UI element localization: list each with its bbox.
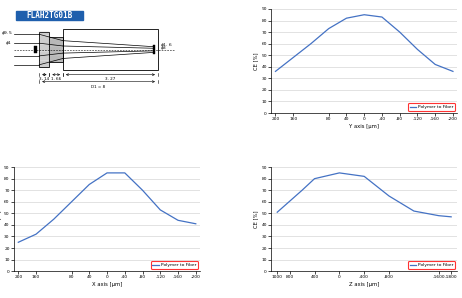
Text: $\phi$9.5: $\phi$9.5 <box>0 29 12 37</box>
Text: 3. 27: 3. 27 <box>105 77 116 81</box>
Bar <box>153 45 155 54</box>
Bar <box>39 32 49 67</box>
Text: 3, 14: 3, 14 <box>39 77 49 81</box>
Y-axis label: CE [%]: CE [%] <box>0 210 1 228</box>
Bar <box>63 29 158 71</box>
Legend: Polymer to Fiber: Polymer to Fiber <box>408 261 455 269</box>
Bar <box>34 46 37 53</box>
X-axis label: Z axis [μm]: Z axis [μm] <box>349 282 379 287</box>
FancyBboxPatch shape <box>16 11 83 20</box>
Bar <box>49 37 63 62</box>
Text: $\phi$1. 6: $\phi$1. 6 <box>159 41 172 49</box>
X-axis label: Y axis [μm]: Y axis [μm] <box>349 124 379 129</box>
Y-axis label: CE [%]: CE [%] <box>254 52 258 70</box>
Text: D1 = 8: D1 = 8 <box>91 85 106 89</box>
Text: FLAH2TG01B: FLAH2TG01B <box>26 11 73 20</box>
Text: $\phi$1: $\phi$1 <box>5 39 12 47</box>
Legend: Polymer to Fiber: Polymer to Fiber <box>408 103 455 111</box>
Text: $\phi$3: $\phi$3 <box>159 44 167 52</box>
Text: 1. 66: 1. 66 <box>51 77 61 81</box>
Legend: Polymer to Fiber: Polymer to Fiber <box>151 261 198 269</box>
Y-axis label: CE [%]: CE [%] <box>254 210 258 228</box>
X-axis label: X axis [μm]: X axis [μm] <box>92 282 122 287</box>
